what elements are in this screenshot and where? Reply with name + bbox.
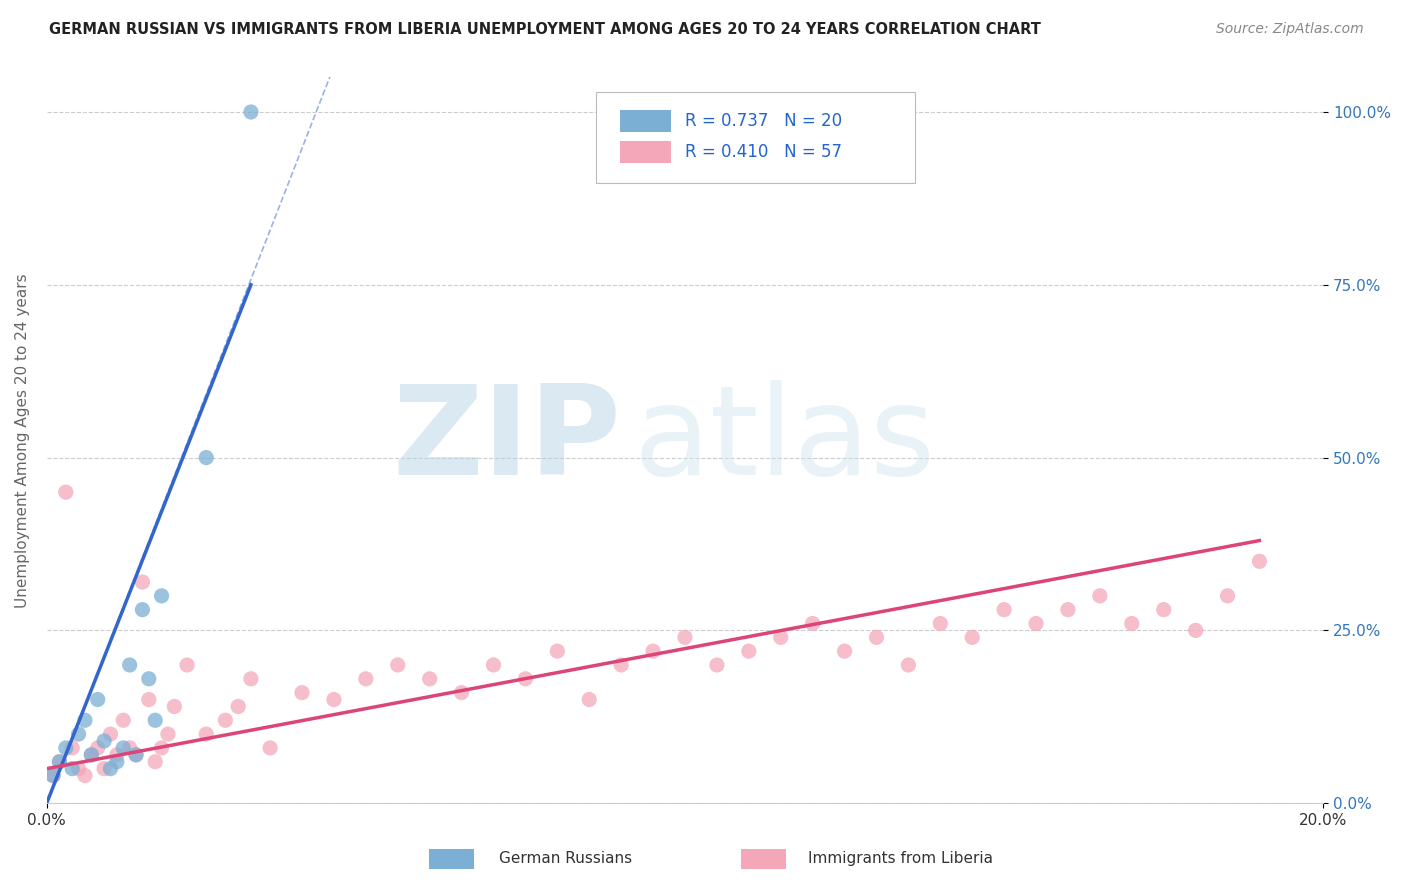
Point [578,692,600,706]
Point [239,672,262,686]
Point [143,755,166,769]
Point [1057,602,1080,616]
Point [48,755,70,769]
Point [865,630,887,644]
Text: GERMAN RUSSIAN VS IMMIGRANTS FROM LIBERIA UNEMPLOYMENT AMONG AGES 20 TO 24 YEARS: GERMAN RUSSIAN VS IMMIGRANTS FROM LIBERI… [49,22,1040,37]
Text: atlas: atlas [634,380,936,500]
Text: R = 0.410   N = 57: R = 0.410 N = 57 [685,144,842,161]
Point [105,747,128,762]
Point [131,574,153,589]
Point [993,602,1015,616]
Point [100,762,122,776]
FancyBboxPatch shape [596,92,915,183]
Point [1088,589,1111,603]
Point [239,105,262,120]
Point [259,740,281,755]
Point [163,699,186,714]
Point [100,727,122,741]
Point [450,685,472,699]
Point [1184,624,1206,638]
Y-axis label: Unemployment Among Ages 20 to 24 years: Unemployment Among Ages 20 to 24 years [15,273,30,607]
Point [929,616,952,631]
Point [125,747,148,762]
Point [112,713,135,727]
Point [125,747,148,762]
Text: Immigrants from Liberia: Immigrants from Liberia [808,851,994,865]
Point [60,740,83,755]
Point [387,657,409,672]
Point [546,644,568,658]
Point [150,589,173,603]
Point [214,713,236,727]
Point [960,630,983,644]
Point [482,657,505,672]
Point [73,713,96,727]
Text: R = 0.737   N = 20: R = 0.737 N = 20 [685,112,842,130]
FancyBboxPatch shape [620,110,671,132]
Point [93,762,115,776]
Point [118,657,141,672]
Point [897,657,920,672]
Point [42,768,65,782]
Point [354,672,377,686]
Point [143,713,166,727]
Point [673,630,696,644]
Point [150,740,173,755]
Point [769,630,792,644]
Point [195,727,218,741]
Point [419,672,441,686]
Point [1153,602,1175,616]
Point [93,734,115,748]
Point [322,692,344,706]
FancyBboxPatch shape [620,141,671,163]
Point [1216,589,1239,603]
Point [176,657,198,672]
Point [1121,616,1143,631]
Point [73,768,96,782]
Point [226,699,249,714]
Point [291,685,314,699]
Point [131,602,153,616]
Point [112,740,135,755]
Point [118,740,141,755]
Point [706,657,728,672]
Point [641,644,664,658]
Point [48,755,70,769]
Point [138,672,160,686]
Point [1249,554,1271,568]
Point [801,616,824,631]
Point [834,644,856,658]
Point [55,740,77,755]
Point [67,727,90,741]
Point [42,768,65,782]
Point [138,692,160,706]
Point [156,727,179,741]
Point [515,672,537,686]
Point [80,747,103,762]
Point [195,450,218,465]
Point [87,692,110,706]
Text: ZIP: ZIP [392,380,621,500]
Point [1025,616,1047,631]
Point [60,762,83,776]
Point [87,740,110,755]
Point [67,762,90,776]
Point [80,747,103,762]
Point [610,657,633,672]
Point [105,755,128,769]
Text: Source: ZipAtlas.com: Source: ZipAtlas.com [1216,22,1364,37]
Point [55,485,77,500]
Text: German Russians: German Russians [499,851,633,865]
Point [738,644,761,658]
